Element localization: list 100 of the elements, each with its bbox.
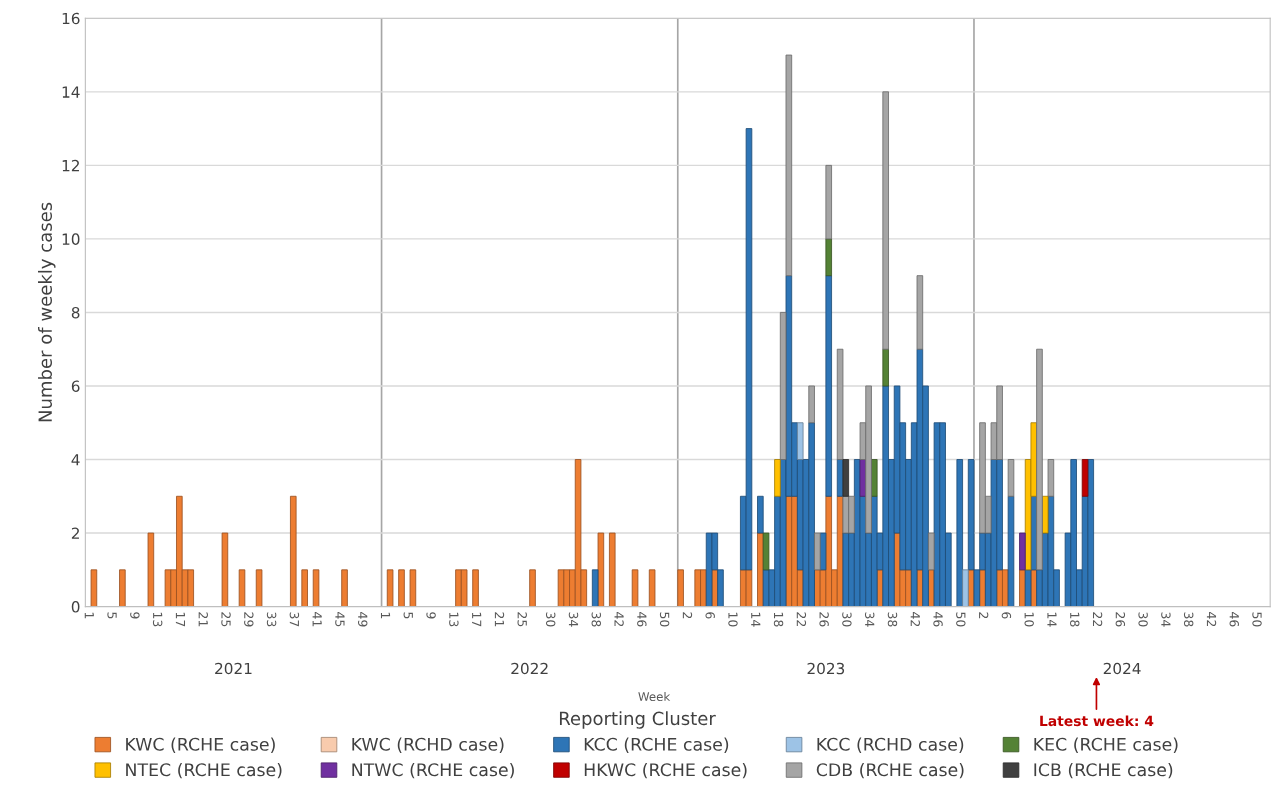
y-tick-label: 12 [62, 159, 79, 172]
text: Week [638, 691, 671, 702]
bar [529, 569, 536, 607]
bar [1036, 348, 1043, 571]
bar [398, 569, 405, 607]
x-tick-label: 29 [244, 612, 254, 627]
x-tick-label: 26 [1115, 612, 1126, 627]
x-tick-label: 1 [380, 612, 391, 619]
y-tick-label: 8 [71, 306, 80, 319]
x-tick-label: 50 [956, 612, 966, 627]
x-tick-label: 45 [335, 612, 345, 627]
x-tick-label: 38 [591, 612, 601, 627]
bar [808, 385, 815, 424]
y-tick-label: 10 [62, 233, 80, 245]
x-tick-label: 50 [659, 612, 670, 627]
bar [591, 569, 599, 607]
bar [774, 459, 781, 497]
x-tick-label: 1 [84, 612, 94, 619]
x-tick-label: 6 [1001, 612, 1012, 619]
x-tick-label: 25 [221, 612, 231, 627]
x-tick-label: 5 [107, 612, 117, 619]
bar [779, 312, 787, 460]
x-tick-label: 38 [887, 612, 898, 627]
bar [648, 569, 656, 607]
bar [791, 495, 798, 607]
bar [916, 275, 924, 350]
bar [819, 532, 827, 571]
bar [1007, 459, 1015, 497]
x-tick-label: 46 [933, 612, 943, 627]
bar [757, 532, 764, 607]
text: 2023 [807, 662, 845, 675]
bar [677, 569, 684, 607]
x-tick-label: 5 [403, 612, 413, 619]
legend-label: ICB (RCHE case) [1034, 762, 1173, 779]
x-tick-label: 33 [266, 612, 277, 627]
y-tick-label: 2 [71, 527, 79, 539]
bar [1047, 459, 1055, 497]
x-tick-label: 9 [426, 612, 436, 619]
x-tick-label: 26 [819, 612, 829, 627]
bar [557, 569, 565, 607]
bar [147, 532, 155, 607]
bar [762, 532, 770, 571]
x-tick-label: 2 [979, 612, 989, 619]
bar [882, 348, 889, 387]
bar [290, 495, 297, 607]
bar [409, 569, 417, 607]
bar [785, 54, 793, 277]
x-tick-label: 13 [152, 612, 163, 627]
bar [956, 459, 963, 607]
x-tick-label: 13 [449, 612, 459, 627]
x-tick-label: 46 [1229, 612, 1239, 627]
bar [221, 532, 229, 607]
bar [631, 569, 639, 607]
y-tick-label: 4 [71, 454, 80, 466]
x-tick-label: 50 [1252, 612, 1262, 627]
bar [859, 459, 867, 497]
bar [1019, 532, 1026, 571]
bar [301, 569, 308, 607]
bar [927, 532, 935, 571]
y-tick-label: 6 [71, 380, 80, 392]
legend-label: KCC (RCHE case) [584, 737, 729, 753]
bar [1081, 459, 1089, 497]
legend-label: CDB (RCHE case) [816, 762, 964, 779]
legend-title: Reporting Cluster [559, 711, 716, 729]
y-axis-title: Number of weekly cases [38, 202, 56, 422]
legend-label: KWC (RCHD case) [352, 737, 504, 753]
y-tick-label: 14 [62, 86, 80, 98]
x-tick-label: 41 [312, 612, 322, 627]
bar [608, 532, 616, 607]
bar [842, 459, 850, 497]
x-tick-label: 10 [1024, 612, 1034, 627]
legend-label: NTWC (RCHE case) [352, 762, 514, 779]
x-tick-label: 10 [728, 612, 738, 627]
bar [1007, 495, 1015, 607]
x-tick-label: 14 [1047, 612, 1057, 627]
x-tick-label: 25 [517, 612, 527, 627]
bar [472, 569, 479, 607]
x-tick-label: 2 [682, 612, 693, 619]
bar [119, 569, 126, 607]
x-tick-label: 30 [545, 612, 556, 627]
x-tick-label: 46 [637, 612, 647, 627]
bar [871, 459, 878, 497]
x-tick-label: 17 [175, 612, 186, 627]
bar [341, 569, 348, 607]
x-tick-label: 14 [751, 612, 761, 627]
x-tick-label: 21 [198, 612, 208, 627]
x-tick-label: 42 [1206, 612, 1217, 627]
bar [1041, 495, 1049, 534]
text: 2021 [215, 662, 252, 675]
x-tick-label: 42 [614, 612, 624, 627]
x-tick-label: 38 [1183, 612, 1194, 627]
y-tick-label: 0 [71, 601, 80, 613]
bar [90, 569, 98, 607]
bar [814, 532, 821, 571]
x-tick-label: 18 [1070, 612, 1080, 627]
text: Latest week: 4 [1040, 715, 1154, 727]
legend-label: KCC (RCHD case) [817, 737, 964, 753]
bar [757, 495, 764, 534]
x-tick-label: 37 [289, 612, 300, 627]
x-tick-label: 34 [864, 612, 875, 627]
